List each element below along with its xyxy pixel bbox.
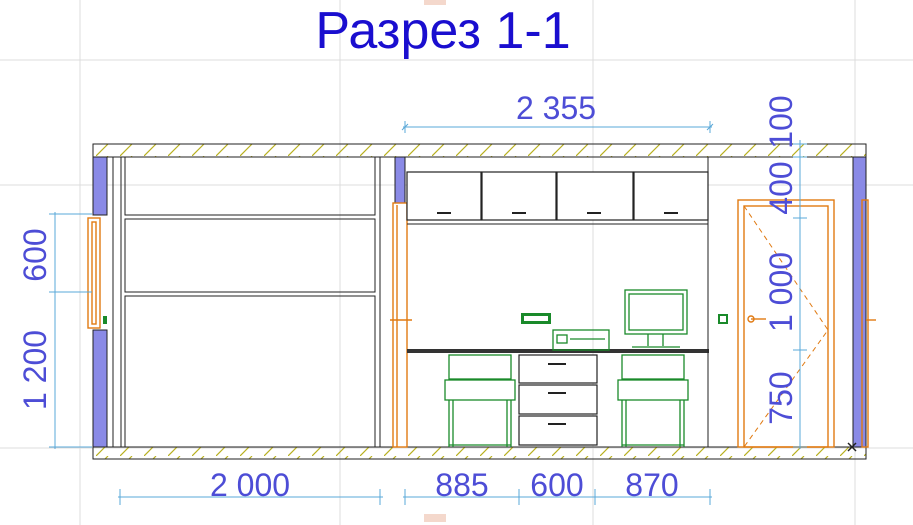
dimension-right-400-label: 400 bbox=[763, 161, 799, 214]
dimension-right-750-label: 750 bbox=[763, 371, 799, 424]
dimension-bottom-seg1-label: 885 bbox=[435, 467, 488, 503]
dimension-top-label: 2 355 bbox=[516, 90, 596, 126]
printer-icon bbox=[552, 329, 610, 351]
dimension-left-upper-label: 600 bbox=[17, 228, 53, 281]
desk bbox=[407, 157, 709, 447]
dimension-bottom bbox=[118, 489, 712, 505]
dimension-left-lower-label: 1 200 bbox=[17, 330, 53, 410]
drawing-title: Разрез 1-1 bbox=[315, 2, 570, 60]
wardrobe bbox=[112, 156, 381, 448]
dimension-left bbox=[49, 212, 92, 449]
chair-right bbox=[617, 354, 689, 447]
bottom-marker bbox=[424, 514, 446, 522]
upper-cabinets bbox=[406, 171, 709, 225]
dimension-right-1000-label: 1 000 bbox=[763, 252, 799, 332]
dimension-right-100-label: 100 bbox=[763, 95, 799, 148]
right-door bbox=[737, 199, 876, 452]
dimension-bottom-seg3-label: 870 bbox=[625, 467, 678, 503]
dimension-bottom-left-label: 2 000 bbox=[210, 467, 290, 503]
floor-slab bbox=[92, 446, 867, 460]
light-switch-icon bbox=[718, 314, 728, 324]
dimension-top bbox=[401, 121, 714, 133]
exit-sign-icon bbox=[521, 313, 551, 324]
ceiling-slab bbox=[92, 143, 867, 158]
left-wall-lower bbox=[92, 329, 108, 448]
chair-left bbox=[444, 354, 516, 447]
middle-wall bbox=[394, 156, 406, 204]
right-wall bbox=[852, 156, 867, 448]
left-window bbox=[87, 217, 107, 329]
computer-monitor-icon bbox=[624, 289, 688, 348]
middle-door-frame bbox=[390, 202, 412, 448]
dimension-bottom-seg2-label: 600 bbox=[530, 467, 583, 503]
dimension-right bbox=[793, 140, 807, 449]
drawer-unit bbox=[518, 354, 598, 446]
top-marker bbox=[424, 0, 446, 5]
left-wall-upper bbox=[92, 156, 108, 216]
